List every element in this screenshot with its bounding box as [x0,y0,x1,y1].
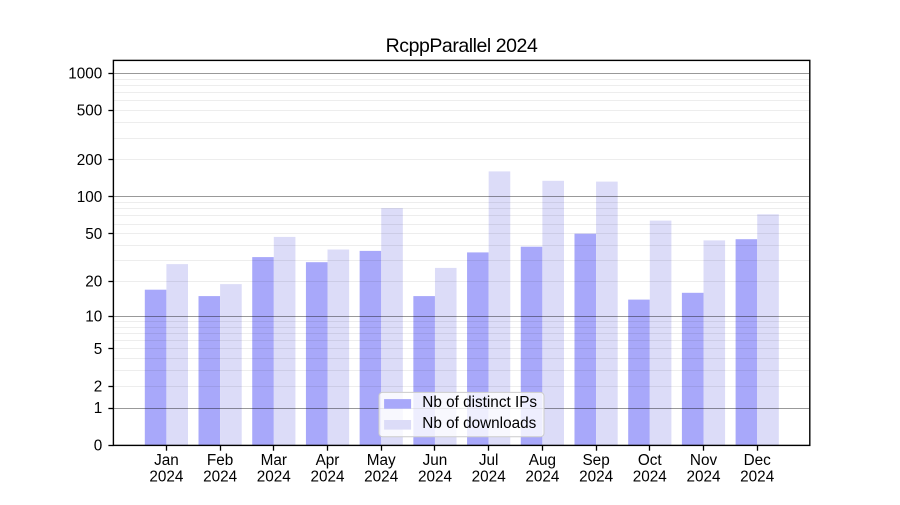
svg-text:2024: 2024 [633,469,668,486]
svg-text:May: May [367,452,396,469]
svg-text:2024: 2024 [418,469,453,486]
svg-text:2024: 2024 [310,469,345,486]
svg-text:50: 50 [85,226,102,243]
svg-text:Sep: Sep [582,452,609,469]
svg-text:Mar: Mar [261,452,287,469]
svg-text:Nov: Nov [690,452,718,469]
svg-text:Apr: Apr [316,452,340,469]
svg-text:Nb of distinct IPs: Nb of distinct IPs [422,394,537,411]
svg-text:2024: 2024 [686,469,721,486]
svg-text:500: 500 [77,103,103,120]
svg-text:2024: 2024 [472,469,507,486]
svg-text:10: 10 [85,308,102,325]
svg-text:100: 100 [77,189,103,206]
svg-text:200: 200 [77,152,103,169]
svg-text:Dec: Dec [744,452,772,469]
svg-text:5: 5 [94,341,103,358]
svg-text:2024: 2024 [525,469,560,486]
svg-text:2024: 2024 [203,469,238,486]
svg-text:Aug: Aug [529,452,556,469]
svg-text:20: 20 [85,274,102,291]
svg-text:Nb of downloads: Nb of downloads [422,415,536,432]
svg-text:Jan: Jan [154,452,179,469]
svg-text:2024: 2024 [364,469,399,486]
svg-text:1: 1 [94,400,103,417]
svg-text:Feb: Feb [207,452,233,469]
svg-text:1000: 1000 [68,65,102,82]
svg-text:RcppParallel 2024: RcppParallel 2024 [386,35,538,57]
svg-text:2024: 2024 [579,469,614,486]
svg-text:2024: 2024 [149,469,184,486]
svg-text:2024: 2024 [740,469,775,486]
svg-text:Oct: Oct [638,452,663,469]
svg-text:0: 0 [94,438,103,455]
svg-text:Jul: Jul [479,452,499,469]
svg-text:Jun: Jun [423,452,448,469]
svg-text:2: 2 [94,378,103,395]
svg-text:2024: 2024 [257,469,292,486]
